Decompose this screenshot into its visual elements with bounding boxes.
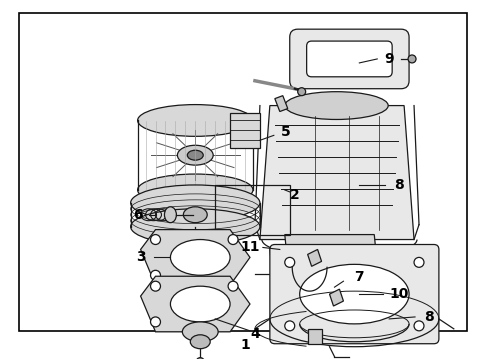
Bar bbox=[215, 185, 290, 235]
Text: 3: 3 bbox=[136, 251, 146, 264]
Polygon shape bbox=[260, 105, 414, 239]
Ellipse shape bbox=[190, 335, 210, 349]
FancyBboxPatch shape bbox=[290, 29, 409, 89]
Polygon shape bbox=[308, 249, 321, 266]
Circle shape bbox=[150, 281, 161, 291]
Circle shape bbox=[414, 257, 424, 267]
Text: 1: 1 bbox=[240, 338, 250, 352]
Ellipse shape bbox=[138, 105, 253, 136]
Text: 8: 8 bbox=[394, 178, 404, 192]
Ellipse shape bbox=[171, 239, 230, 275]
Polygon shape bbox=[270, 249, 365, 299]
Bar bbox=[19, 13, 467, 331]
Circle shape bbox=[285, 321, 294, 331]
Ellipse shape bbox=[171, 286, 230, 322]
Ellipse shape bbox=[285, 92, 388, 120]
Circle shape bbox=[285, 257, 294, 267]
Text: 8: 8 bbox=[424, 310, 434, 324]
Text: 6: 6 bbox=[133, 208, 143, 222]
Bar bbox=[230, 113, 260, 148]
Polygon shape bbox=[141, 230, 250, 285]
Ellipse shape bbox=[300, 264, 409, 324]
Circle shape bbox=[150, 270, 161, 280]
Ellipse shape bbox=[182, 322, 218, 342]
Circle shape bbox=[408, 55, 416, 63]
Ellipse shape bbox=[177, 145, 213, 165]
Polygon shape bbox=[141, 276, 250, 332]
Ellipse shape bbox=[131, 185, 260, 221]
Ellipse shape bbox=[187, 150, 203, 160]
Text: 5: 5 bbox=[281, 125, 291, 139]
Polygon shape bbox=[285, 235, 379, 284]
Circle shape bbox=[414, 321, 424, 331]
FancyBboxPatch shape bbox=[270, 244, 439, 344]
Text: 4: 4 bbox=[250, 327, 260, 341]
Circle shape bbox=[298, 88, 306, 96]
Circle shape bbox=[228, 281, 238, 291]
Ellipse shape bbox=[131, 209, 260, 244]
Circle shape bbox=[150, 235, 161, 244]
Circle shape bbox=[228, 235, 238, 244]
Ellipse shape bbox=[183, 207, 207, 223]
Text: 11: 11 bbox=[240, 240, 260, 255]
Ellipse shape bbox=[165, 207, 176, 223]
Text: 9: 9 bbox=[384, 52, 394, 66]
Text: 7: 7 bbox=[355, 270, 364, 284]
Polygon shape bbox=[275, 96, 288, 112]
Polygon shape bbox=[329, 289, 343, 306]
Circle shape bbox=[150, 317, 161, 327]
Polygon shape bbox=[308, 329, 321, 344]
Circle shape bbox=[196, 357, 204, 360]
Text: 2: 2 bbox=[290, 188, 299, 202]
Ellipse shape bbox=[138, 174, 253, 206]
FancyBboxPatch shape bbox=[307, 41, 392, 77]
Ellipse shape bbox=[187, 238, 203, 247]
Text: 10: 10 bbox=[390, 287, 409, 301]
